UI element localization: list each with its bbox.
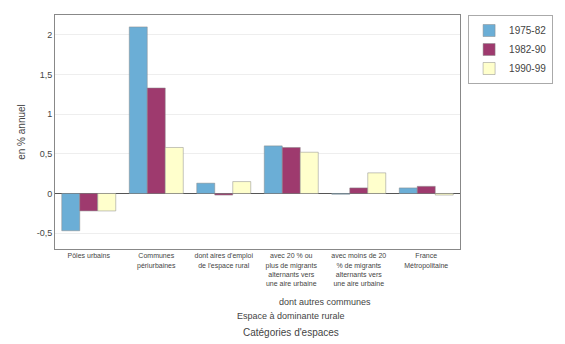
svg-text:2: 2 xyxy=(47,30,52,40)
svg-text:0: 0 xyxy=(47,189,52,199)
svg-text:Catégories d'espaces: Catégories d'espaces xyxy=(243,327,339,338)
svg-text:1975-82: 1975-82 xyxy=(509,25,546,36)
svg-text:dont autres communes: dont autres communes xyxy=(279,297,371,307)
svg-text:dont aires d'emploide l'espace: dont aires d'emploide l'espace rural xyxy=(194,252,253,269)
svg-text:FranceMétropolitaine: FranceMétropolitaine xyxy=(404,252,448,269)
svg-text:avec moins de 20% de migrantsa: avec moins de 20% de migrantsalternants … xyxy=(331,252,386,286)
svg-text:avec 20 % ouplus de migrantsal: avec 20 % ouplus de migrantsalternants v… xyxy=(266,252,318,286)
svg-text:Communespériurbaines: Communespériurbaines xyxy=(137,252,176,269)
svg-text:Espace à dominante rurale: Espace à dominante rurale xyxy=(237,311,345,321)
svg-text:Pôles urbains: Pôles urbains xyxy=(68,252,111,259)
svg-text:1990-99: 1990-99 xyxy=(509,63,546,74)
svg-text:en % annuel: en % annuel xyxy=(16,104,27,160)
svg-text:-0,5: -0,5 xyxy=(37,228,53,238)
svg-text:1982-90: 1982-90 xyxy=(509,44,546,55)
svg-text:1,5: 1,5 xyxy=(40,70,53,80)
svg-text:1: 1 xyxy=(47,109,52,119)
svg-text:0,5: 0,5 xyxy=(40,149,53,159)
